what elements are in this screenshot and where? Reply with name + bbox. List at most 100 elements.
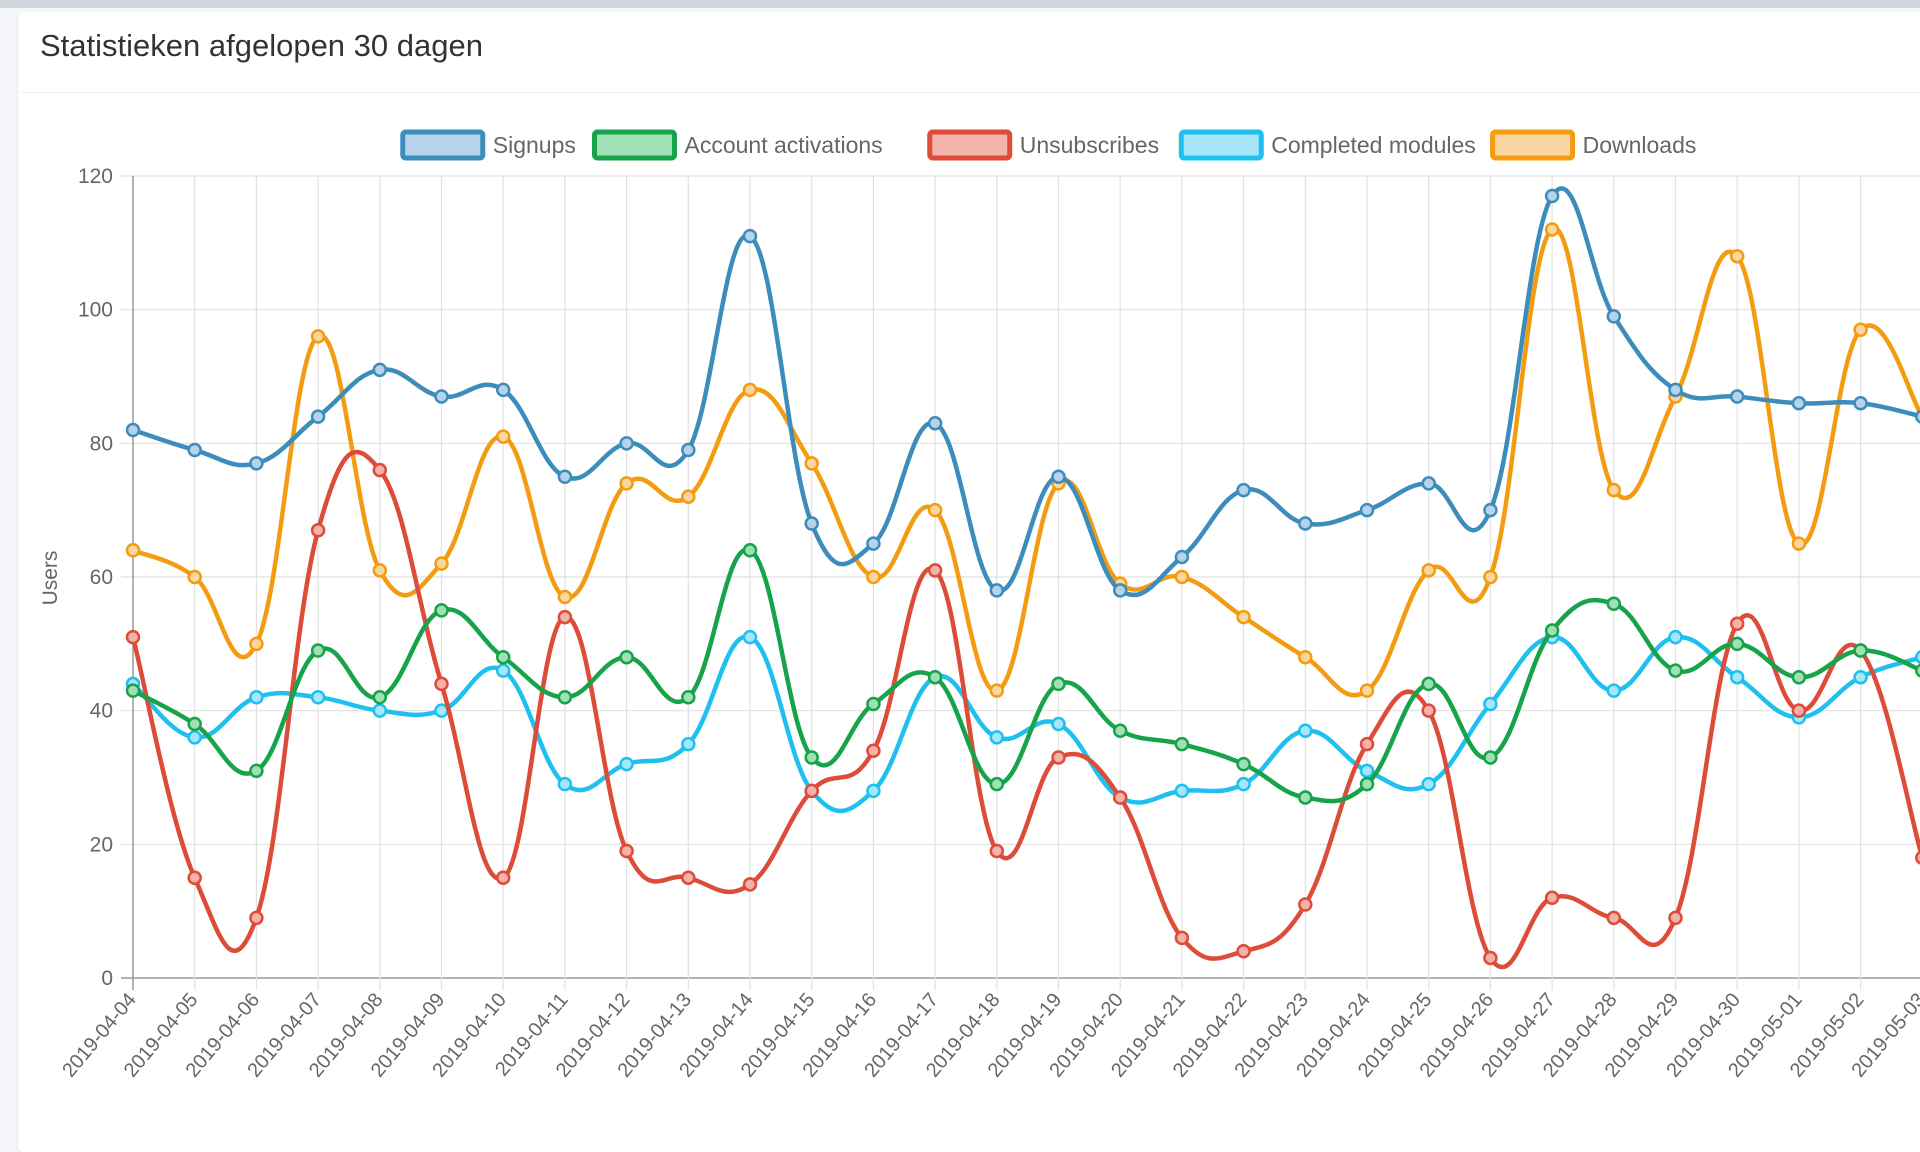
data-point-account-activations — [1174, 736, 1190, 752]
data-point-signups — [1421, 476, 1436, 491]
data-point-unsubscribes — [249, 910, 264, 926]
data-point-signups — [1729, 389, 1745, 404]
data-point-downloads — [125, 543, 141, 558]
data-point-completed-modules — [619, 756, 634, 772]
data-point-unsubscribes — [1112, 790, 1128, 805]
data-point-unsubscribes — [1421, 703, 1436, 718]
data-point-completed-modules — [372, 703, 388, 718]
data-point-downloads — [1729, 248, 1745, 264]
data-point-signups — [434, 389, 449, 404]
data-point-downloads — [1791, 536, 1807, 551]
data-point-downloads — [1359, 683, 1375, 698]
line-chart: 0204060801001202019-04-042019-04-052019-… — [39, 129, 1920, 1082]
y-tick-label: 100 — [78, 299, 113, 322]
legend-label: Account activations — [685, 132, 883, 158]
data-point-unsubscribes — [1729, 616, 1745, 632]
data-point-unsubscribes — [372, 462, 388, 478]
data-point-downloads — [187, 569, 202, 585]
data-point-signups — [989, 583, 1005, 598]
data-point-signups — [1051, 469, 1066, 484]
data-point-signups — [187, 442, 202, 458]
data-point-unsubscribes — [1483, 950, 1498, 966]
data-point-signups — [1359, 502, 1375, 518]
data-point-account-activations — [927, 670, 943, 685]
data-point-downloads — [249, 636, 264, 652]
data-point-signups — [866, 536, 881, 551]
data-point-unsubscribes — [1174, 930, 1190, 946]
legend-item-downloads: Downloads — [1490, 129, 1697, 161]
data-point-unsubscribes — [557, 609, 573, 625]
legend-item-account-activations: Account activations — [592, 129, 883, 161]
data-point-downloads — [804, 456, 819, 471]
plot-area — [125, 186, 1920, 970]
data-point-downloads — [1606, 482, 1622, 498]
data-point-unsubscribes — [1668, 910, 1683, 926]
data-point-downloads — [1544, 222, 1560, 237]
data-point-downloads — [927, 502, 943, 518]
data-point-completed-modules — [1483, 696, 1498, 712]
data-point-unsubscribes — [1791, 703, 1807, 718]
data-point-completed-modules — [1174, 783, 1190, 799]
data-point-unsubscribes — [866, 743, 881, 759]
legend-label: Signups — [493, 132, 576, 158]
data-point-unsubscribes — [1544, 890, 1560, 906]
data-point-unsubscribes — [804, 783, 819, 799]
data-point-account-activations — [495, 649, 511, 665]
data-point-downloads — [619, 476, 634, 491]
card-header: Statistieken afgelopen 30 dagen — [18, 12, 1920, 93]
data-point-completed-modules — [742, 629, 758, 645]
legend-label: Downloads — [1583, 132, 1697, 158]
data-point-downloads — [1236, 609, 1251, 625]
data-point-signups — [1853, 395, 1868, 411]
data-point-account-activations — [125, 683, 141, 698]
data-point-downloads — [1853, 322, 1868, 337]
data-point-completed-modules — [1236, 776, 1251, 792]
data-point-account-activations — [1483, 750, 1498, 765]
data-point-account-activations — [557, 690, 573, 705]
data-point-unsubscribes — [1236, 944, 1251, 959]
data-point-unsubscribes — [1915, 850, 1920, 865]
data-point-unsubscribes — [434, 676, 449, 692]
data-point-signups — [742, 228, 758, 244]
data-point-completed-modules — [1359, 763, 1375, 779]
series-line-account-activations — [131, 547, 1920, 804]
data-point-downloads — [1483, 569, 1498, 585]
legend-swatch — [400, 129, 486, 161]
y-axis-title: Users — [39, 551, 62, 606]
data-point-signups — [927, 416, 943, 431]
data-point-downloads — [1298, 649, 1313, 665]
data-point-account-activations — [1915, 663, 1920, 678]
data-point-completed-modules — [310, 690, 326, 705]
data-point-account-activations — [866, 696, 881, 712]
data-point-unsubscribes — [187, 870, 202, 885]
data-point-signups — [681, 442, 696, 458]
data-point-account-activations — [1853, 643, 1868, 658]
data-point-account-activations — [1112, 723, 1128, 738]
data-point-unsubscribes — [742, 877, 758, 892]
data-point-signups — [1236, 482, 1251, 498]
data-point-downloads — [681, 489, 696, 505]
data-point-account-activations — [1051, 676, 1066, 692]
series-line-completed-modules — [131, 634, 1920, 814]
data-point-downloads — [557, 589, 573, 605]
data-point-unsubscribes — [619, 843, 634, 859]
data-point-signups — [1112, 583, 1128, 598]
data-point-unsubscribes — [681, 870, 696, 885]
data-point-completed-modules — [1298, 723, 1313, 738]
data-point-completed-modules — [1853, 670, 1868, 685]
data-point-downloads — [372, 563, 388, 578]
data-point-downloads — [1174, 569, 1190, 585]
data-point-account-activations — [742, 543, 758, 558]
data-point-account-activations — [310, 643, 326, 658]
data-point-signups — [125, 422, 141, 438]
series-line-unsubscribes — [130, 449, 1920, 970]
data-point-completed-modules — [1729, 670, 1745, 685]
data-point-account-activations — [1544, 623, 1560, 638]
legend-item-unsubscribes: Unsubscribes — [927, 129, 1159, 161]
data-point-downloads — [434, 556, 449, 571]
series-line-signups — [132, 186, 1920, 598]
data-point-account-activations — [1359, 776, 1375, 792]
top-border — [0, 0, 1920, 8]
data-point-signups — [1483, 502, 1498, 518]
data-point-signups — [1174, 549, 1190, 565]
